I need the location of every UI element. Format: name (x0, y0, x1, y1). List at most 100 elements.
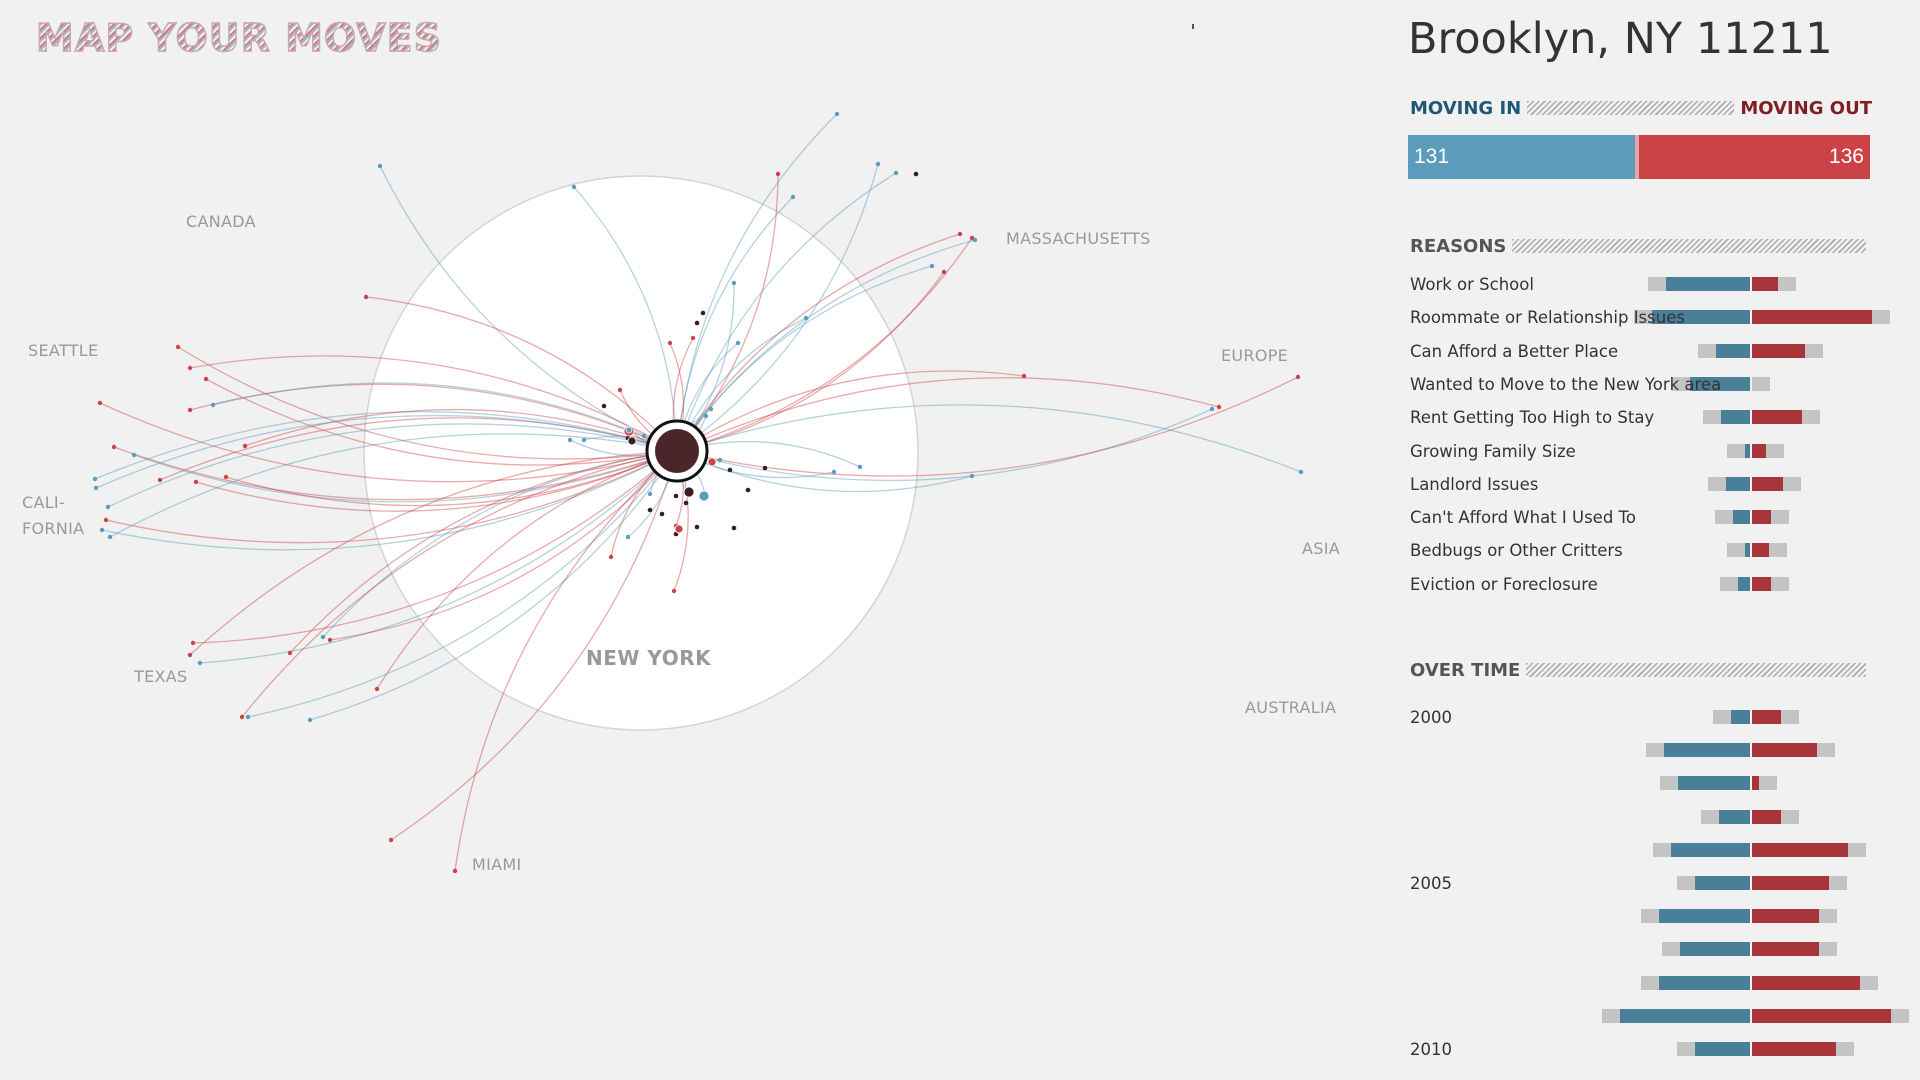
move-endpoint[interactable] (727, 467, 733, 473)
out-segment[interactable] (1752, 476, 1784, 491)
move-endpoint[interactable] (659, 511, 665, 517)
out-extra-segment[interactable] (1766, 443, 1785, 458)
region-label-texas[interactable]: TEXAS (134, 667, 188, 686)
move-arc[interactable] (189, 450, 678, 656)
move-endpoint[interactable] (608, 554, 614, 560)
move-endpoint[interactable] (625, 534, 631, 540)
in-segment[interactable] (1733, 510, 1750, 525)
year-row[interactable] (1410, 905, 1880, 929)
move-endpoint[interactable] (969, 473, 975, 479)
move-endpoint[interactable] (683, 500, 689, 506)
move-endpoint[interactable] (377, 163, 383, 169)
move-endpoint[interactable] (703, 413, 709, 419)
move-arc[interactable] (454, 450, 678, 872)
move-endpoint[interactable] (93, 485, 99, 491)
move-endpoint[interactable] (175, 344, 181, 350)
local-move-dot[interactable] (627, 436, 637, 446)
move-arc[interactable] (177, 346, 678, 460)
move-arc[interactable] (322, 450, 678, 638)
move-endpoint[interactable] (1021, 373, 1027, 379)
move-arc[interactable] (189, 355, 678, 452)
out-extra-segment[interactable] (1752, 376, 1770, 391)
out-segment[interactable] (1752, 510, 1772, 525)
move-endpoint[interactable] (223, 474, 229, 480)
move-arc[interactable] (192, 450, 678, 644)
move-endpoint[interactable] (803, 315, 809, 321)
move-arc[interactable] (241, 450, 678, 718)
year-row[interactable] (1410, 972, 1880, 996)
in-segment[interactable] (1694, 876, 1750, 890)
in-segment[interactable] (1620, 1008, 1750, 1023)
out-extra-segment[interactable] (1771, 510, 1790, 525)
in-extra-segment[interactable] (1676, 1042, 1695, 1056)
home-location-dot[interactable] (655, 429, 699, 473)
move-arc[interactable] (101, 450, 678, 551)
region-label-seattle[interactable]: SEATTLE (28, 341, 99, 360)
out-segment[interactable] (1752, 1008, 1892, 1023)
move-arc[interactable] (133, 450, 678, 503)
in-extra-segment[interactable] (1698, 343, 1717, 358)
reason-row[interactable]: Rent Getting Too High to Stay (1410, 406, 1880, 430)
in-segment[interactable] (1670, 842, 1750, 857)
in-segment[interactable] (1730, 710, 1750, 724)
in-extra-segment[interactable] (1700, 809, 1719, 824)
move-arc[interactable] (159, 417, 678, 481)
moving-out-count[interactable]: 136 (1635, 135, 1870, 179)
in-segment[interactable] (1678, 776, 1750, 791)
move-endpoint[interactable] (307, 717, 313, 723)
move-endpoint[interactable] (374, 686, 380, 692)
reason-row[interactable]: Can't Afford What I Used To (1410, 506, 1880, 530)
move-endpoint[interactable] (913, 171, 919, 177)
out-segment[interactable] (1752, 710, 1781, 724)
in-extra-segment[interactable] (1660, 776, 1678, 791)
year-row[interactable]: 2010 (1410, 1038, 1880, 1062)
move-arc[interactable] (676, 163, 879, 452)
move-endpoint[interactable] (708, 406, 714, 412)
in-segment[interactable] (1651, 310, 1750, 325)
reason-row[interactable]: Landlord Issues (1410, 473, 1880, 497)
move-endpoint[interactable] (287, 650, 293, 656)
move-arc[interactable] (676, 377, 1220, 452)
out-extra-segment[interactable] (1860, 975, 1878, 990)
in-extra-segment[interactable] (1715, 510, 1734, 525)
out-extra-segment[interactable] (1780, 809, 1799, 824)
move-arc[interactable] (676, 113, 838, 452)
move-arc[interactable] (676, 237, 973, 452)
reason-row[interactable]: Wanted to Move to the New York area (1410, 373, 1880, 397)
move-endpoint[interactable] (1216, 404, 1222, 410)
move-endpoint[interactable] (99, 527, 105, 533)
move-arc[interactable] (95, 414, 678, 489)
move-arc[interactable] (107, 423, 678, 508)
in-extra-segment[interactable] (1708, 476, 1726, 491)
move-arc[interactable] (113, 446, 678, 501)
in-segment[interactable] (1745, 543, 1750, 558)
in-extra-segment[interactable] (1602, 1008, 1621, 1023)
reason-row[interactable]: Work or School (1410, 273, 1880, 297)
out-extra-segment[interactable] (1768, 543, 1787, 558)
in-segment[interactable] (1658, 909, 1750, 924)
in-extra-segment[interactable] (1640, 975, 1659, 990)
move-arc[interactable] (289, 450, 678, 654)
in-extra-segment[interactable] (1645, 743, 1664, 758)
move-arc[interactable] (676, 404, 1302, 473)
in-segment[interactable] (1658, 975, 1750, 990)
move-endpoint[interactable] (1295, 374, 1301, 380)
move-arc[interactable] (365, 296, 678, 452)
move-endpoint[interactable] (157, 477, 163, 483)
out-extra-segment[interactable] (1819, 942, 1838, 957)
move-endpoint[interactable] (957, 231, 963, 237)
move-endpoint[interactable] (972, 237, 978, 243)
moving-in-count[interactable]: 131 (1408, 135, 1635, 179)
move-endpoint[interactable] (187, 652, 193, 658)
move-endpoint[interactable] (187, 365, 193, 371)
region-label-canada[interactable]: CANADA (186, 212, 256, 231)
move-endpoint[interactable] (187, 407, 193, 413)
move-arc[interactable] (676, 271, 945, 452)
local-move-dot[interactable] (698, 490, 710, 502)
year-row[interactable] (1410, 806, 1880, 830)
out-extra-segment[interactable] (1802, 410, 1821, 425)
move-arc[interactable] (676, 173, 779, 452)
in-segment[interactable] (1716, 343, 1750, 358)
out-extra-segment[interactable] (1872, 310, 1890, 325)
year-row[interactable] (1410, 938, 1880, 962)
